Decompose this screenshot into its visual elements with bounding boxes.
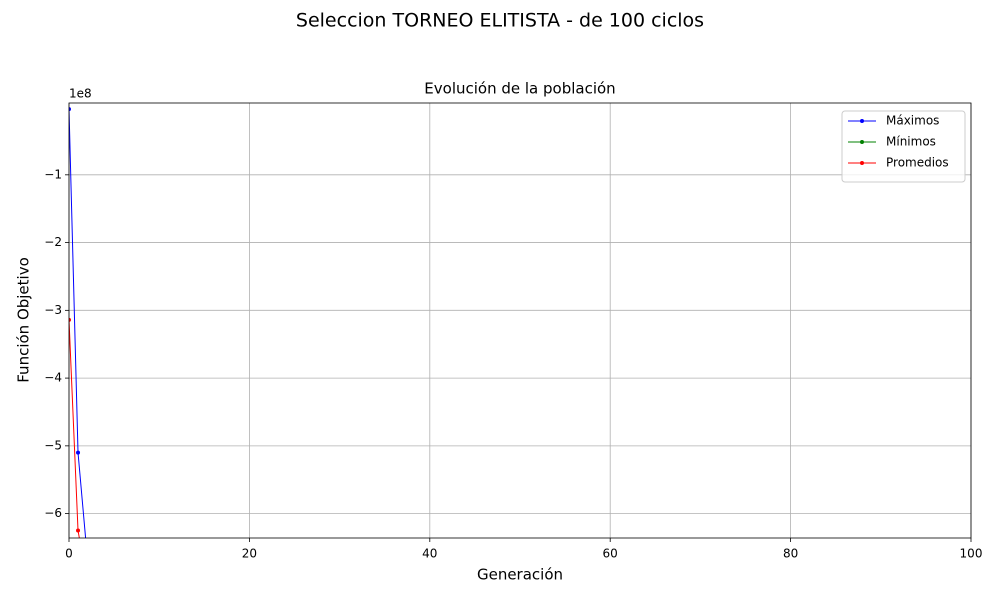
legend-marker <box>860 140 864 144</box>
legend-box <box>841 110 966 183</box>
plot-frame <box>68 102 972 539</box>
point <box>76 528 81 533</box>
chart-title: Evolución de la población <box>424 80 615 98</box>
series-line <box>69 109 87 538</box>
x-axis-label: Generación <box>477 566 563 584</box>
point <box>85 552 89 556</box>
x-tick-label: 20 <box>242 547 257 561</box>
x-tick-label: 100 <box>960 547 983 561</box>
point <box>76 450 81 455</box>
legend-marker <box>860 119 864 123</box>
legend-label: Máximos <box>886 114 939 128</box>
x-tick-label: 80 <box>783 547 798 561</box>
y-tick-label: −2 <box>44 235 62 249</box>
legend-marker <box>860 161 864 165</box>
y-tick-label: −4 <box>44 371 62 385</box>
y-tick-label: −3 <box>44 303 62 317</box>
x-tick-label: 0 <box>65 547 73 561</box>
x-tick-label: 60 <box>603 547 618 561</box>
y-tick-label: −1 <box>44 167 62 181</box>
y-tick-label: −6 <box>44 506 62 520</box>
legend-label: Mínimos <box>886 135 936 149</box>
suptitle: Seleccion TORNEO ELITISTA - de 100 ciclo… <box>296 10 704 32</box>
point <box>69 107 71 112</box>
x-tick-label: 40 <box>422 547 437 561</box>
y-axis-label: Función Objetivo <box>15 257 33 383</box>
y-offset-label: 1e8 <box>69 87 92 101</box>
y-tick-label: −5 <box>44 438 62 452</box>
point <box>85 579 89 583</box>
legend-label: Promedios <box>886 156 949 170</box>
point <box>69 317 71 322</box>
